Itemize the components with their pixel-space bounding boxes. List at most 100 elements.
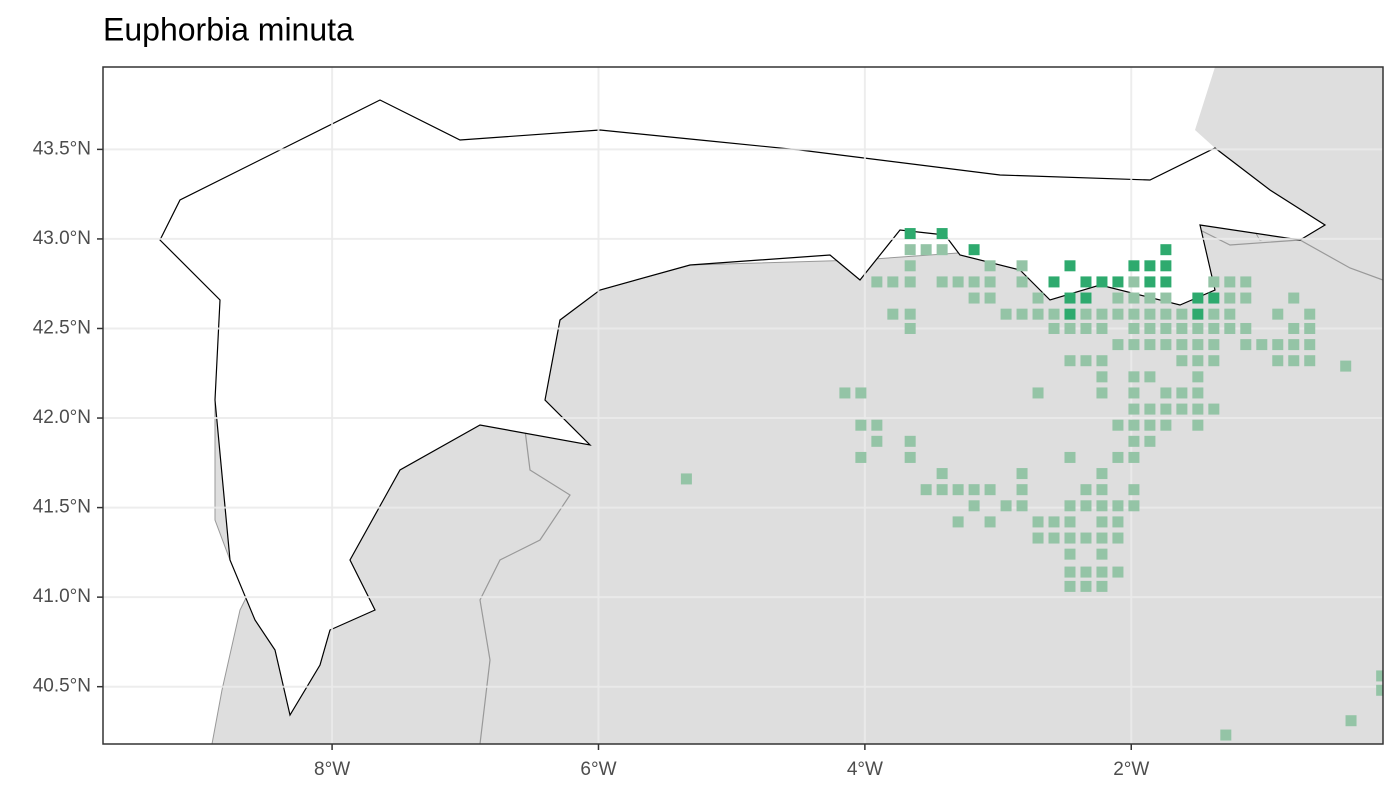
occurrence-square <box>920 484 932 496</box>
occurrence-square <box>1160 403 1172 415</box>
occurrence-square <box>1192 355 1204 367</box>
occurrence-square <box>904 276 916 288</box>
occurrence-square <box>887 308 899 320</box>
occurrence-square <box>1112 451 1124 463</box>
occurrence-square <box>1096 484 1108 496</box>
occurrence-square <box>984 516 996 528</box>
occurrence-square <box>1160 419 1172 431</box>
border <box>479 429 571 744</box>
y-tick-label: 41.5°N <box>33 497 91 518</box>
occurrence-square <box>1176 403 1188 415</box>
france <box>1195 67 1383 270</box>
occurrence-square <box>1064 355 1076 367</box>
occurrence-square <box>968 500 980 512</box>
occurrence-square <box>936 276 948 288</box>
occurrence-square <box>1016 260 1028 272</box>
occurrence-square <box>1240 276 1252 288</box>
occurrence-square <box>1144 419 1156 431</box>
occurrence-square <box>1032 308 1044 320</box>
occurrence-square <box>1080 322 1092 334</box>
occurrence-square <box>936 228 948 240</box>
occurrence-square <box>887 276 899 288</box>
occurrence-square <box>1032 516 1044 528</box>
occurrence-square <box>1224 276 1236 288</box>
occurrence-square <box>1128 339 1140 351</box>
occurrence-square <box>952 276 964 288</box>
occurrence-square <box>1208 322 1220 334</box>
occurrence-square <box>855 387 867 399</box>
occurrence-square <box>1176 387 1188 399</box>
occurrence-square <box>1112 516 1124 528</box>
occurrence-square <box>1096 566 1108 578</box>
occurrence-square <box>1080 308 1092 320</box>
occurrence-square <box>904 244 916 256</box>
occurrence-square <box>1096 322 1108 334</box>
occurrence-square <box>1016 276 1028 288</box>
occurrence-square <box>1288 355 1300 367</box>
occurrence-square <box>1304 308 1316 320</box>
occurrence-square <box>904 308 916 320</box>
occurrence-square <box>1160 339 1172 351</box>
y-tick-label: 43.5°N <box>33 138 91 159</box>
occurrence-square <box>1192 292 1204 304</box>
y-tick-label: 40.5°N <box>33 676 91 697</box>
occurrence-square <box>936 468 948 480</box>
occurrence-square <box>1160 276 1172 288</box>
occurrence-square <box>1176 355 1188 367</box>
occurrence-square <box>1080 355 1092 367</box>
occurrence-square <box>968 292 980 304</box>
occurrence-square <box>1144 371 1156 383</box>
occurrence-square <box>1128 260 1140 272</box>
occurrence-square <box>1000 500 1012 512</box>
occurrence-square <box>1288 339 1300 351</box>
occurrence-square <box>1192 387 1204 399</box>
occurrence-square <box>1128 419 1140 431</box>
occurrence-square <box>1064 532 1076 544</box>
occurrence-square <box>1080 580 1092 592</box>
occurrence-square <box>1064 516 1076 528</box>
occurrence-square <box>1304 339 1316 351</box>
occurrence-square <box>1128 292 1140 304</box>
occurrence-square <box>1288 292 1300 304</box>
occurrence-square <box>1256 339 1268 351</box>
occurrence-square <box>1272 355 1284 367</box>
occurrence-square <box>871 276 883 288</box>
occurrence-square <box>1064 322 1076 334</box>
occurrence-square <box>1192 419 1204 431</box>
occurrence-square <box>1144 260 1156 272</box>
occurrence-square <box>1240 339 1252 351</box>
occurrence-square <box>1128 484 1140 496</box>
occurrence-square <box>984 276 996 288</box>
occurrence-square <box>968 276 980 288</box>
occurrence-square <box>1096 516 1108 528</box>
occurrence-square <box>1208 292 1220 304</box>
chart-title: Euphorbia minuta <box>103 11 354 47</box>
occurrence-square <box>1064 308 1076 320</box>
region <box>159 99 1327 717</box>
occurrence-square <box>1080 566 1092 578</box>
occurrence-square <box>1096 580 1108 592</box>
occurrence-square <box>904 322 916 334</box>
occurrence-square <box>1272 308 1284 320</box>
occurrence-square <box>952 516 964 528</box>
occurrence-square <box>1224 292 1236 304</box>
occurrence-square <box>984 484 996 496</box>
occurrence-square <box>1160 260 1172 272</box>
occurrence-square <box>1032 292 1044 304</box>
occurrence-square <box>1144 322 1156 334</box>
occurrence-square <box>1112 339 1124 351</box>
occurrence-square <box>1240 322 1252 334</box>
occurrence-square <box>1048 532 1060 544</box>
occurrence-square <box>1144 292 1156 304</box>
occurrence-square <box>1112 566 1124 578</box>
occurrence-square <box>904 435 916 447</box>
occurrence-square <box>1096 308 1108 320</box>
occurrence-square <box>1080 292 1092 304</box>
occurrence-square <box>1160 387 1172 399</box>
occurrence-square <box>1000 308 1012 320</box>
occurrence-square <box>1192 339 1204 351</box>
occurrence-square <box>1160 308 1172 320</box>
occurrence-square <box>1128 387 1140 399</box>
occurrence-square <box>1345 715 1357 727</box>
